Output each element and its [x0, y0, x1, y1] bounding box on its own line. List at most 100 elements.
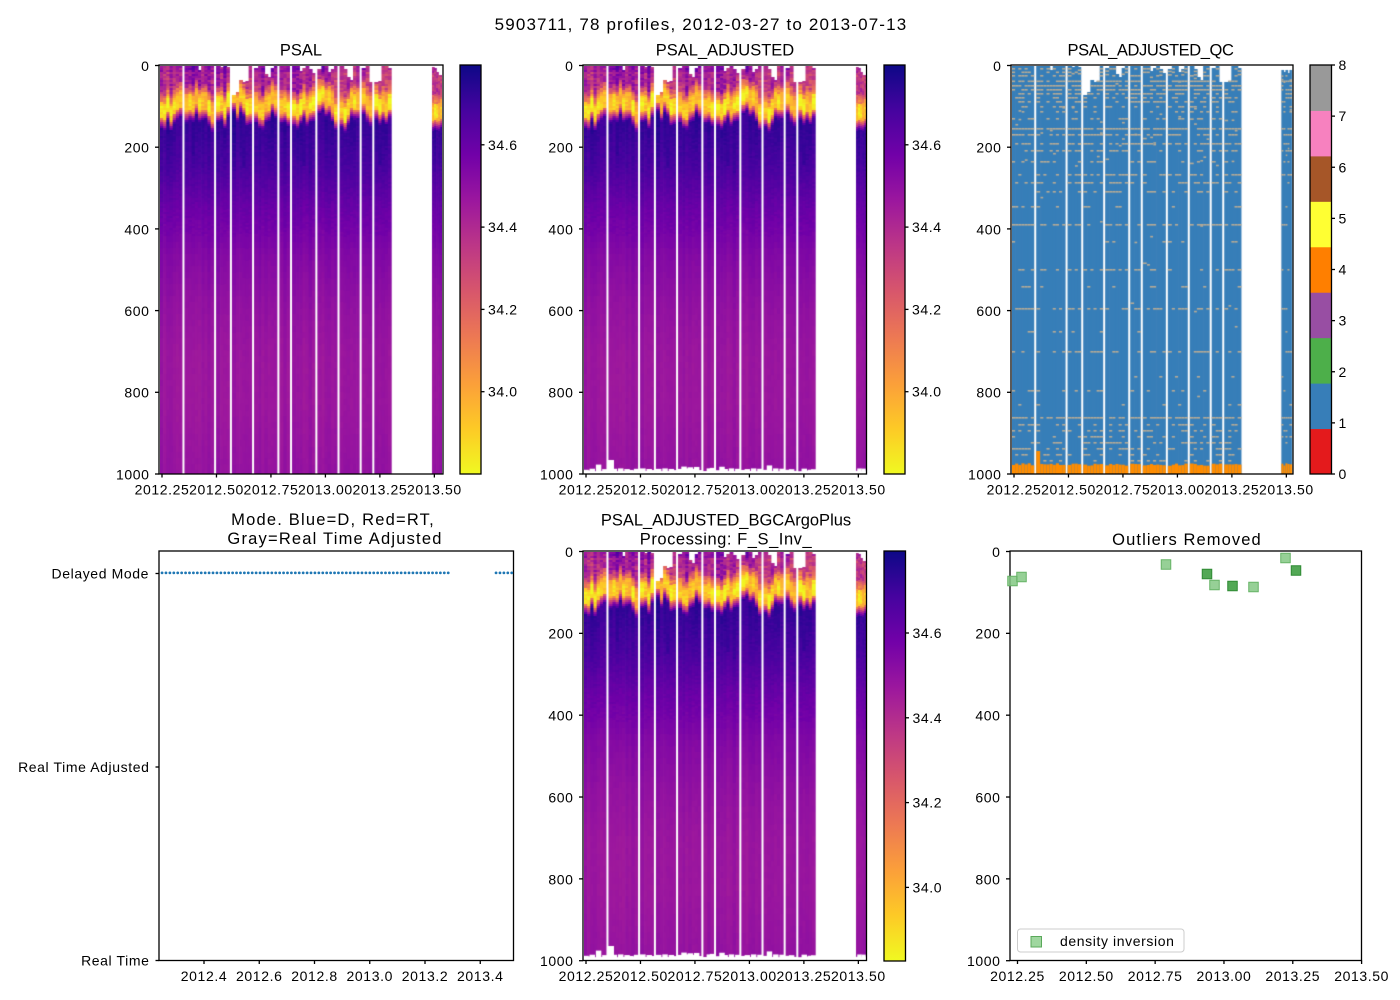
svg-text:0: 0: [993, 58, 1001, 74]
svg-text:2013.50: 2013.50: [1259, 482, 1314, 498]
svg-text:2013.2: 2013.2: [402, 968, 448, 984]
svg-text:Delayed Mode: Delayed Mode: [52, 566, 149, 582]
svg-text:2012.25: 2012.25: [135, 482, 190, 498]
svg-text:2012.50: 2012.50: [1041, 482, 1096, 498]
svg-text:800: 800: [548, 871, 573, 887]
svg-text:1000: 1000: [968, 466, 1002, 482]
svg-text:5: 5: [1339, 210, 1347, 226]
svg-text:2012.75: 2012.75: [1128, 968, 1183, 984]
svg-text:0: 0: [565, 58, 573, 74]
svg-text:600: 600: [975, 789, 1000, 805]
svg-text:2012.4: 2012.4: [181, 968, 227, 984]
svg-text:Mode. Blue=D, Red=RT,: Mode. Blue=D, Red=RT,: [231, 511, 435, 529]
svg-text:0: 0: [565, 544, 573, 560]
svg-text:2013.50: 2013.50: [831, 968, 886, 984]
svg-text:4: 4: [1339, 262, 1347, 278]
svg-text:34.2: 34.2: [913, 795, 943, 811]
svg-text:400: 400: [124, 221, 149, 237]
svg-text:2012.75: 2012.75: [1096, 482, 1151, 498]
svg-text:2013.0: 2013.0: [347, 968, 393, 984]
svg-text:2012.25: 2012.25: [990, 968, 1045, 984]
svg-text:1000: 1000: [967, 953, 1001, 969]
svg-text:PSAL: PSAL: [280, 42, 322, 60]
svg-text:PSAL_ADJUSTED_QC: PSAL_ADJUSTED_QC: [1068, 42, 1234, 60]
svg-text:200: 200: [975, 626, 1000, 642]
svg-text:2012.75: 2012.75: [244, 482, 299, 498]
svg-text:2013.00: 2013.00: [298, 482, 353, 498]
svg-text:2013.00: 2013.00: [1197, 968, 1252, 984]
svg-text:2012.6: 2012.6: [236, 968, 282, 984]
svg-text:2013.25: 2013.25: [352, 482, 407, 498]
svg-text:5903711, 78 profiles, 2012-03-: 5903711, 78 profiles, 2012-03-27 to 2013…: [495, 15, 908, 34]
svg-text:400: 400: [975, 708, 1000, 724]
svg-text:34.0: 34.0: [912, 384, 942, 400]
svg-text:2012.50: 2012.50: [613, 482, 668, 498]
svg-text:600: 600: [124, 303, 149, 319]
svg-text:200: 200: [548, 626, 573, 642]
svg-text:7: 7: [1339, 108, 1347, 124]
svg-text:800: 800: [124, 385, 149, 401]
svg-text:Gray=Real Time Adjusted: Gray=Real Time Adjusted: [227, 530, 442, 548]
svg-text:600: 600: [548, 789, 573, 805]
svg-text:34.4: 34.4: [913, 710, 943, 726]
svg-text:600: 600: [548, 303, 573, 319]
svg-text:2013.00: 2013.00: [722, 482, 777, 498]
svg-text:200: 200: [548, 140, 573, 156]
svg-text:34.4: 34.4: [912, 219, 942, 235]
svg-text:2013.00: 2013.00: [722, 968, 777, 984]
svg-text:400: 400: [548, 708, 573, 724]
svg-text:2012.50: 2012.50: [1059, 968, 1114, 984]
svg-text:34.6: 34.6: [913, 625, 943, 641]
svg-text:600: 600: [976, 303, 1001, 319]
svg-text:400: 400: [548, 221, 573, 237]
svg-text:2013.25: 2013.25: [776, 482, 831, 498]
svg-text:2012.50: 2012.50: [189, 482, 244, 498]
svg-text:1000: 1000: [540, 466, 574, 482]
svg-text:34.2: 34.2: [488, 301, 518, 317]
svg-text:2013.25: 2013.25: [1204, 482, 1259, 498]
svg-text:Outliers Removed: Outliers Removed: [1112, 531, 1262, 549]
svg-text:Processing: F_S_Inv_: Processing: F_S_Inv_: [640, 531, 813, 549]
svg-text:8: 8: [1339, 57, 1347, 73]
svg-text:2012.8: 2012.8: [291, 968, 337, 984]
svg-text:400: 400: [976, 221, 1001, 237]
svg-text:PSAL_ADJUSTED_BGCArgoPlus: PSAL_ADJUSTED_BGCArgoPlus: [601, 512, 851, 530]
svg-text:34.0: 34.0: [913, 879, 943, 895]
svg-text:800: 800: [548, 385, 573, 401]
svg-text:2012.25: 2012.25: [559, 482, 614, 498]
svg-text:2013.25: 2013.25: [776, 968, 831, 984]
svg-text:2013.00: 2013.00: [1150, 482, 1205, 498]
svg-text:800: 800: [975, 871, 1000, 887]
svg-text:0: 0: [141, 58, 149, 74]
svg-text:2012.75: 2012.75: [668, 968, 723, 984]
svg-text:Real Time: Real Time: [81, 953, 149, 969]
svg-text:2012.25: 2012.25: [559, 968, 614, 984]
svg-text:0: 0: [1339, 466, 1347, 482]
svg-text:PSAL_ADJUSTED: PSAL_ADJUSTED: [656, 42, 795, 60]
svg-text:34.0: 34.0: [488, 384, 518, 400]
svg-text:6: 6: [1339, 159, 1347, 175]
svg-text:3: 3: [1339, 313, 1347, 329]
svg-text:34.6: 34.6: [488, 137, 518, 153]
svg-text:800: 800: [976, 385, 1001, 401]
svg-text:2013.50: 2013.50: [1334, 968, 1389, 984]
svg-text:2: 2: [1339, 364, 1347, 380]
svg-text:34.4: 34.4: [488, 219, 518, 235]
svg-text:0: 0: [992, 544, 1000, 560]
svg-text:34.2: 34.2: [912, 301, 942, 317]
svg-text:density inversion: density inversion: [1060, 933, 1174, 949]
svg-text:2013.4: 2013.4: [457, 968, 503, 984]
svg-text:1: 1: [1339, 415, 1347, 431]
svg-text:1000: 1000: [540, 953, 574, 969]
svg-text:Real Time Adjusted: Real Time Adjusted: [18, 759, 149, 775]
svg-text:2012.25: 2012.25: [987, 482, 1042, 498]
svg-text:200: 200: [976, 140, 1001, 156]
svg-text:34.6: 34.6: [912, 137, 942, 153]
svg-text:2013.25: 2013.25: [1265, 968, 1320, 984]
svg-text:2013.50: 2013.50: [831, 482, 886, 498]
svg-text:2012.50: 2012.50: [613, 968, 668, 984]
svg-text:2012.75: 2012.75: [668, 482, 723, 498]
svg-text:1000: 1000: [116, 466, 150, 482]
svg-text:2013.50: 2013.50: [407, 482, 462, 498]
svg-text:200: 200: [124, 140, 149, 156]
